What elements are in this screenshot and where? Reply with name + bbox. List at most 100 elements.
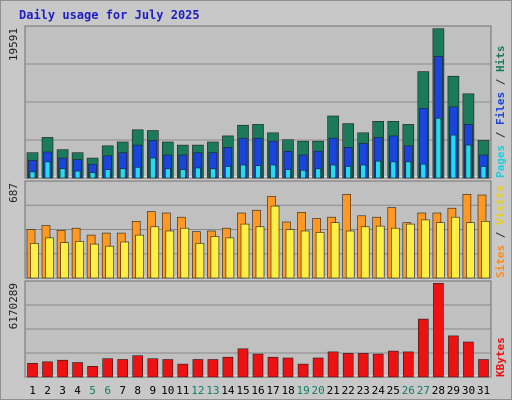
bar-pages-day-21 [330,164,336,179]
x-axis-label-day-29: 29 [447,384,460,397]
bar-visits-day-25 [390,227,400,279]
x-axis-label-day-11: 11 [176,384,189,397]
x-axis-label-day-6: 6 [104,384,111,397]
legend-entry: / [494,225,507,245]
bar-visits-day-7 [120,241,129,279]
bar-visits-day-27 [420,219,430,279]
x-axis-label-day-9: 9 [149,384,156,397]
bar-visits-day-10 [165,230,175,279]
bar-kbytes-day-5 [87,365,98,378]
x-axis-label-day-17: 17 [266,384,279,397]
bar-visits-day-21 [330,222,340,279]
bar-kbytes-day-1 [27,362,38,378]
bar-visits-day-30 [466,222,475,279]
bar-pages-day-14 [225,166,231,179]
panel-hits-files-pages-ymax-label: 19591 [7,28,20,61]
bar-pages-day-31 [480,166,487,179]
bar-visits-day-20 [315,232,325,279]
x-axis-label-day-13: 13 [206,384,219,397]
x-axis-label-day-16: 16 [251,384,264,397]
panel-hits-files-pages-legend: Pages / Files / Hits [494,46,507,179]
legend-entry: KBytes [494,337,507,377]
bar-visits-day-11 [180,227,190,279]
bar-visits-day-18 [285,229,295,279]
bar-kbytes-day-12 [192,359,204,378]
bar-pages-day-9 [150,157,156,179]
x-axis-label-day-26: 26 [402,384,415,397]
bar-kbytes-day-31 [478,359,489,378]
bar-kbytes-day-15 [237,348,249,378]
bar-kbytes-day-7 [117,359,128,378]
bar-visits-day-29 [451,216,460,279]
bar-pages-day-11 [180,169,186,179]
bar-pages-day-26 [405,161,412,179]
x-axis-label-day-3: 3 [59,384,66,397]
bar-kbytes-day-26 [402,351,414,378]
bar-pages-day-20 [315,168,321,179]
bar-pages-day-25 [390,161,397,179]
bar-kbytes-day-14 [222,356,234,378]
bar-kbytes-day-11 [177,363,189,378]
bar-pages-day-16 [255,165,261,179]
bar-visits-day-1 [30,243,39,279]
bar-pages-day-13 [210,168,216,179]
x-axis-label-day-14: 14 [221,384,235,397]
bar-kbytes-day-25 [387,350,399,378]
bar-pages-day-29 [450,134,457,179]
legend-entry: Visits [494,185,507,225]
x-axis-label-day-27: 27 [417,384,430,397]
bar-kbytes-day-6 [102,358,113,378]
bar-visits-day-14 [225,237,235,279]
x-axis-label-day-10: 10 [161,384,174,397]
bar-visits-day-16 [255,226,265,279]
x-axis-label-day-15: 15 [236,384,249,397]
bar-pages-day-10 [165,168,171,179]
bar-kbytes-day-2 [42,361,53,378]
bar-pages-day-15 [240,164,246,179]
bar-pages-day-4 [74,170,81,179]
legend-entry: / [494,72,507,92]
bar-pages-day-1 [29,171,36,179]
bar-pages-day-12 [195,167,201,179]
bar-pages-day-19 [300,170,306,179]
bar-visits-day-8 [135,234,144,279]
x-axis-label-day-23: 23 [357,384,370,397]
bar-visits-day-19 [300,230,310,279]
bar-kbytes-day-28 [433,282,444,378]
legend-entry: Pages [494,145,507,178]
x-axis-label-day-1: 1 [29,384,36,397]
bar-pages-day-2 [44,161,51,179]
bar-visits-day-24 [375,225,385,279]
bar-kbytes-day-10 [162,359,174,378]
x-axis-label-day-5: 5 [89,384,96,397]
x-axis-label-day-22: 22 [342,384,355,397]
bar-visits-day-28 [436,222,445,279]
x-axis-label-day-20: 20 [311,384,324,397]
x-axis-label-day-8: 8 [134,384,141,397]
bar-pages-day-17 [270,164,276,179]
bar-visits-day-23 [360,226,370,279]
bar-pages-day-6 [104,169,111,179]
x-axis-label-day-19: 19 [296,384,309,397]
x-axis-label-day-21: 21 [327,384,340,397]
bar-visits-day-6 [105,245,114,279]
chart-title: Daily usage for July 2025 [19,8,200,22]
bar-kbytes-day-17 [267,356,279,378]
x-axis-label-day-4: 4 [74,384,81,397]
x-axis-label-day-2: 2 [44,384,51,397]
bar-kbytes-day-8 [132,355,143,378]
bar-visits-day-17 [270,205,280,279]
bar-pages-day-3 [59,168,66,179]
bar-kbytes-day-24 [372,353,384,378]
legend-entry: Hits [494,46,507,73]
bar-pages-day-18 [285,169,291,179]
bar-kbytes-day-18 [282,357,294,378]
bar-kbytes-day-13 [207,359,219,378]
bar-kbytes-day-16 [252,353,264,378]
bar-kbytes-day-20 [312,357,324,378]
bar-pages-day-24 [375,160,382,179]
x-axis-label-day-24: 24 [372,384,386,397]
bar-pages-day-8 [134,167,141,179]
